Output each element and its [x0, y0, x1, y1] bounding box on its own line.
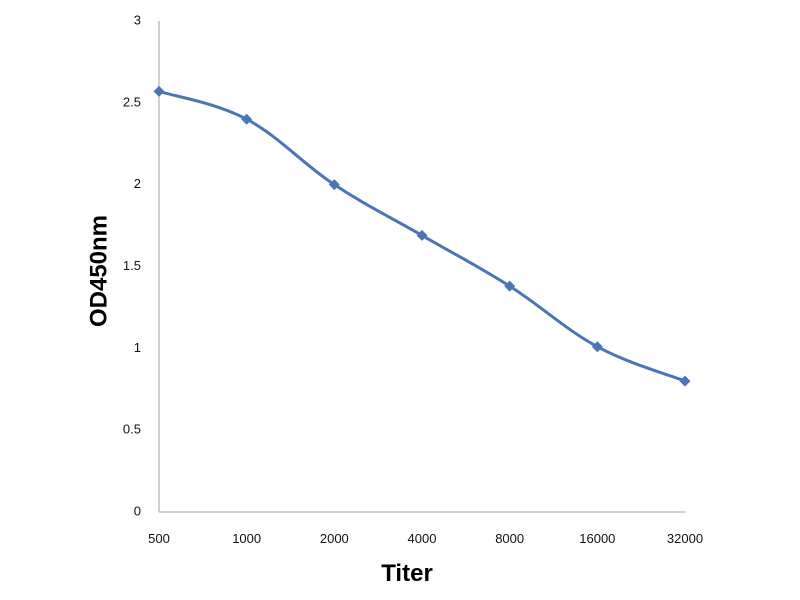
y-tick-label: 3	[134, 12, 141, 27]
data-point-marker	[416, 229, 428, 241]
axes	[158, 21, 685, 513]
series-layer	[153, 85, 691, 387]
data-point-marker	[328, 179, 340, 191]
data-point-marker	[679, 375, 691, 387]
y-tick-label: 2.5	[123, 94, 141, 109]
x-tick-label: 2000	[320, 531, 349, 546]
x-axis-title: Titer	[381, 560, 433, 587]
x-tick-label: 8000	[495, 531, 524, 546]
data-point-marker	[153, 85, 165, 97]
data-point-marker	[241, 113, 253, 125]
y-tick-label: 2	[134, 176, 141, 191]
y-tick-label: 0.5	[123, 422, 141, 437]
y-axis-ticks: 0 0.5 1 1.5 2 2.5 3	[123, 12, 141, 518]
x-tick-label: 16000	[579, 531, 615, 546]
x-tick-label: 500	[148, 531, 170, 546]
x-axis-ticks: 500 1000 2000 4000 8000 16000 32000	[148, 531, 703, 546]
y-tick-label: 1.5	[123, 258, 141, 273]
y-tick-label: 0	[134, 503, 141, 518]
x-tick-label: 32000	[667, 531, 703, 546]
data-point-marker	[591, 341, 603, 353]
y-tick-label: 1	[134, 340, 141, 355]
y-axis-title: OD450nm	[85, 215, 112, 327]
data-point-marker	[504, 280, 516, 292]
x-tick-label: 1000	[232, 531, 261, 546]
x-tick-label: 4000	[408, 531, 437, 546]
